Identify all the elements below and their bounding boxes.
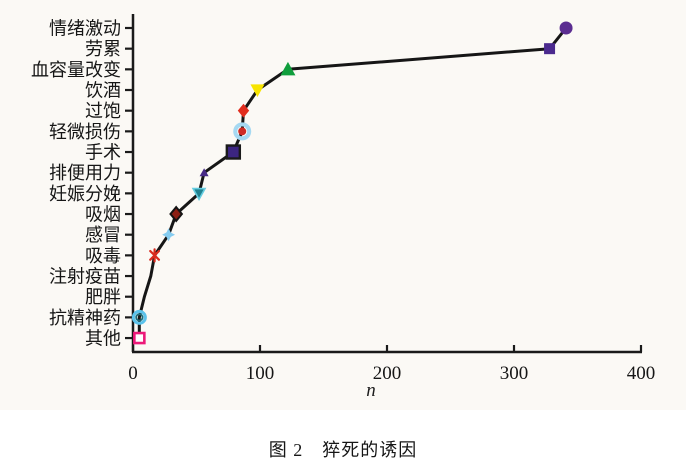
plot-background: [0, 0, 686, 410]
y-axis-label: 其他: [85, 329, 121, 349]
y-axis-label: 吸毒: [85, 246, 121, 266]
y-axis-label: 注射疫苗: [49, 267, 121, 287]
y-axis-label: 情绪激动: [49, 19, 121, 39]
data-point-marker: [559, 21, 573, 35]
y-axis-label: 肥胖: [85, 287, 121, 307]
x-axis-tick-label: 400: [627, 363, 656, 384]
y-axis-label: 抗精神药: [49, 308, 121, 328]
x-axis-tick-label: 300: [500, 363, 529, 384]
data-point-marker: [250, 84, 265, 98]
y-axis-label: 吸烟: [85, 205, 121, 225]
data-point-marker: [162, 228, 176, 242]
data-point-marker: [237, 103, 250, 118]
data-point-marker: [149, 249, 161, 261]
y-axis-label: 饮酒: [85, 81, 121, 101]
x-axis-title: n: [366, 380, 376, 401]
x-axis-tick-label: 0: [128, 363, 138, 384]
x-axis-tick-label: 100: [246, 363, 275, 384]
scatter-line-chart: 情绪激动劳累血容量改变饮酒过饱轻微损伤手术排便用力妊娠分娩吸烟感冒吸毒注射疫苗肥…: [0, 0, 686, 410]
x-axis-tick-label: 200: [373, 363, 402, 384]
y-axis-label: 排便用力: [49, 163, 121, 183]
data-point-marker: [233, 122, 252, 141]
data-point-marker: [131, 309, 147, 325]
data-point-marker-center: [238, 127, 247, 136]
y-axis-label: 过饱: [85, 101, 121, 121]
data-point-marker: [133, 331, 146, 345]
data-point-marker: [169, 205, 184, 223]
data-point-marker: [191, 187, 207, 202]
y-axis-label: 妊娠分娩: [49, 184, 121, 204]
y-axis-label: 感冒: [85, 225, 121, 245]
data-point-marker-inner: [135, 313, 144, 322]
data-point-marker: [544, 43, 556, 55]
data-point-marker: [280, 61, 296, 76]
data-point-marker: [225, 144, 242, 160]
figure-caption: 图 2 猝死的诱因: [268, 440, 418, 460]
y-axis-label: 血容量改变: [31, 60, 121, 80]
y-axis-label: 手术: [85, 143, 121, 163]
y-axis-label: 轻微损伤: [49, 122, 121, 142]
data-point-marker: [199, 168, 209, 177]
data-series-line: [137, 26, 568, 340]
y-axis-label: 劳累: [85, 39, 121, 59]
